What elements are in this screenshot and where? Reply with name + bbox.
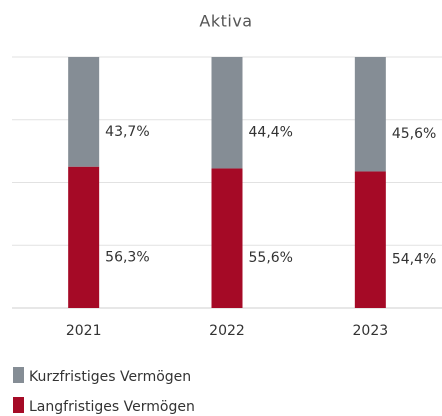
legend-swatch bbox=[13, 367, 24, 383]
data-label: 44,4% bbox=[249, 125, 293, 141]
data-label: 54,4% bbox=[392, 252, 436, 268]
legend-label: Kurzfristiges Vermögen bbox=[29, 369, 191, 385]
x-tick-label: 2023 bbox=[353, 323, 389, 339]
x-tick-label: 2021 bbox=[66, 323, 102, 339]
data-label: 56,3% bbox=[105, 249, 149, 265]
data-label: 45,6% bbox=[392, 126, 436, 142]
bar-segment bbox=[68, 166, 100, 308]
legend-swatch bbox=[13, 397, 24, 413]
chart-title: Aktiva bbox=[199, 12, 252, 31]
x-tick-label: 2022 bbox=[209, 323, 245, 339]
bar-segment bbox=[211, 168, 243, 308]
legend-label: Langfristiges Vermögen bbox=[29, 399, 195, 415]
bar-segment bbox=[211, 57, 243, 169]
data-label: 43,7% bbox=[105, 124, 149, 140]
data-label: 55,6% bbox=[249, 250, 293, 266]
bar-segment bbox=[354, 57, 386, 172]
bar-segment bbox=[354, 171, 386, 308]
bar-segment bbox=[68, 57, 100, 167]
